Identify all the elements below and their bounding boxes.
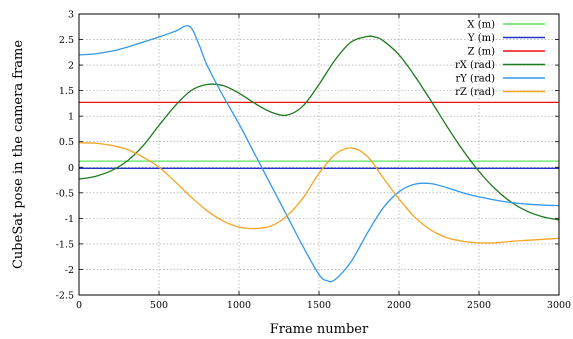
y-tick-label: 1.5 (59, 86, 74, 97)
series-line-rx-rad (78, 35, 560, 221)
axis-ticks: 0 500 1000 1500 2000 2500 3000 -2.5 -2 -1.5 -1 -0.5… (56, 10, 571, 312)
legend-label-x-m: X (m) (467, 20, 495, 31)
grid (79, 14, 559, 295)
y-tick-label: 3 (68, 10, 74, 21)
plot-lines (78, 25, 560, 283)
legend: X (m) Y (m) Z (m) rX (rad) rY (rad) rZ (rad) (455, 20, 545, 98)
series-line-rz-rad (78, 142, 560, 244)
y-tick-label: -2 (65, 265, 74, 276)
plot-frame (78, 13, 560, 296)
legend-label-rz-rad: rZ (rad) (455, 87, 495, 98)
x-tick-label: 2500 (467, 300, 491, 311)
x-tick-label: 2000 (387, 300, 411, 311)
x-tick-label: 3000 (547, 300, 571, 311)
y-tick-label: 2.5 (59, 35, 74, 46)
legend-label-z-m: Z (m) (468, 47, 496, 58)
y-tick-label: 0 (68, 163, 74, 174)
x-tick-label: 1500 (307, 300, 331, 311)
x-tick-label: 0 (76, 300, 82, 311)
y-tick-label: 0.5 (59, 137, 74, 148)
y-tick-label: -1.5 (56, 239, 74, 250)
y-tick-label: 2 (68, 61, 74, 72)
x-tick-label: 1000 (227, 300, 251, 311)
x-tick-label: 500 (150, 300, 168, 311)
legend-label-rx-rad: rX (rad) (455, 60, 495, 71)
y-tick-label: -2.5 (56, 291, 74, 302)
y-axis-title: CubeSat pose in the camera frame (11, 40, 26, 269)
legend-label-y-m: Y (m) (467, 33, 495, 44)
legend-label-ry-rad: rY (rad) (455, 74, 495, 85)
y-tick-label: -1 (65, 214, 74, 225)
y-tick-label: -0.5 (56, 188, 74, 199)
x-axis-title: Frame number (270, 322, 369, 337)
y-tick-label: 1 (68, 112, 74, 123)
series-line-ry-rad (78, 25, 560, 283)
